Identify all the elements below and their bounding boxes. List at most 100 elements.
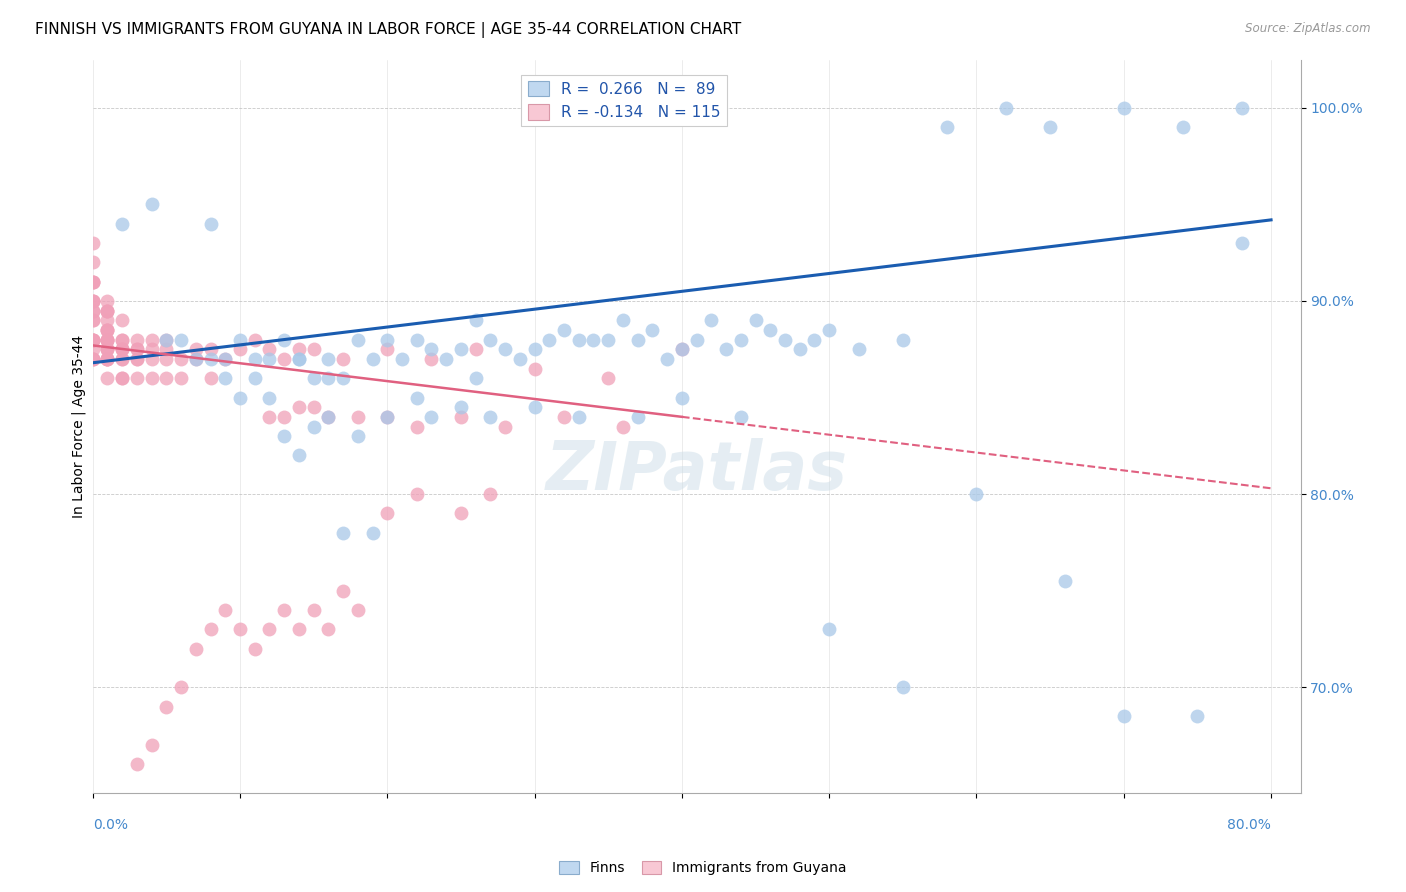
Point — [346, 603, 368, 617]
Point — [96, 351, 118, 366]
Point — [96, 343, 118, 357]
Point — [243, 333, 266, 347]
Point — [273, 429, 295, 443]
Point — [170, 680, 193, 694]
Point — [184, 641, 207, 656]
Point — [82, 293, 104, 308]
Point — [1039, 120, 1062, 135]
Point — [464, 343, 486, 357]
Point — [553, 323, 575, 337]
Point — [96, 351, 118, 366]
Point — [125, 351, 148, 366]
Point — [1230, 235, 1253, 250]
Point — [450, 507, 472, 521]
Point — [494, 419, 516, 434]
Point — [214, 371, 236, 385]
Point — [302, 603, 325, 617]
Point — [82, 275, 104, 289]
Point — [125, 757, 148, 772]
Point — [141, 197, 163, 211]
Point — [155, 333, 177, 347]
Point — [125, 343, 148, 357]
Point — [243, 641, 266, 656]
Point — [405, 391, 427, 405]
Point — [259, 391, 281, 405]
Text: 0.0%: 0.0% — [93, 818, 128, 832]
Point — [302, 343, 325, 357]
Point — [259, 351, 281, 366]
Point — [82, 333, 104, 347]
Point — [744, 313, 766, 327]
Point — [96, 323, 118, 337]
Point — [523, 400, 546, 414]
Point — [332, 351, 354, 366]
Point — [96, 333, 118, 347]
Point — [405, 333, 427, 347]
Point — [318, 409, 340, 424]
Point — [155, 699, 177, 714]
Point — [125, 333, 148, 347]
Point — [538, 333, 561, 347]
Point — [671, 343, 693, 357]
Point — [657, 351, 679, 366]
Point — [200, 217, 222, 231]
Point — [818, 323, 841, 337]
Point — [200, 343, 222, 357]
Point — [111, 343, 134, 357]
Point — [82, 235, 104, 250]
Point — [82, 293, 104, 308]
Point — [96, 303, 118, 318]
Text: Source: ZipAtlas.com: Source: ZipAtlas.com — [1246, 22, 1371, 36]
Point — [479, 487, 502, 501]
Point — [818, 622, 841, 636]
Point — [523, 343, 546, 357]
Point — [82, 275, 104, 289]
Point — [82, 313, 104, 327]
Point — [259, 409, 281, 424]
Point — [288, 449, 311, 463]
Point — [96, 351, 118, 366]
Point — [82, 351, 104, 366]
Point — [229, 333, 252, 347]
Point — [96, 351, 118, 366]
Point — [82, 333, 104, 347]
Point — [96, 303, 118, 318]
Point — [479, 409, 502, 424]
Point — [96, 293, 118, 308]
Point — [994, 101, 1017, 115]
Point — [82, 313, 104, 327]
Point — [184, 351, 207, 366]
Point — [700, 313, 723, 327]
Point — [464, 371, 486, 385]
Point — [318, 371, 340, 385]
Point — [361, 351, 384, 366]
Point — [82, 333, 104, 347]
Point — [361, 525, 384, 540]
Point — [82, 303, 104, 318]
Point — [464, 313, 486, 327]
Point — [598, 371, 620, 385]
Point — [302, 419, 325, 434]
Point — [200, 622, 222, 636]
Point — [288, 351, 311, 366]
Point — [273, 333, 295, 347]
Point — [598, 333, 620, 347]
Point — [155, 351, 177, 366]
Point — [523, 361, 546, 376]
Point — [229, 343, 252, 357]
Point — [96, 371, 118, 385]
Point — [288, 343, 311, 357]
Point — [450, 400, 472, 414]
Y-axis label: In Labor Force | Age 35-44: In Labor Force | Age 35-44 — [72, 334, 86, 518]
Point — [82, 351, 104, 366]
Point — [111, 343, 134, 357]
Point — [553, 409, 575, 424]
Point — [730, 333, 752, 347]
Point — [773, 333, 796, 347]
Point — [125, 371, 148, 385]
Point — [346, 333, 368, 347]
Text: 80.0%: 80.0% — [1227, 818, 1271, 832]
Point — [318, 351, 340, 366]
Point — [302, 400, 325, 414]
Point — [759, 323, 782, 337]
